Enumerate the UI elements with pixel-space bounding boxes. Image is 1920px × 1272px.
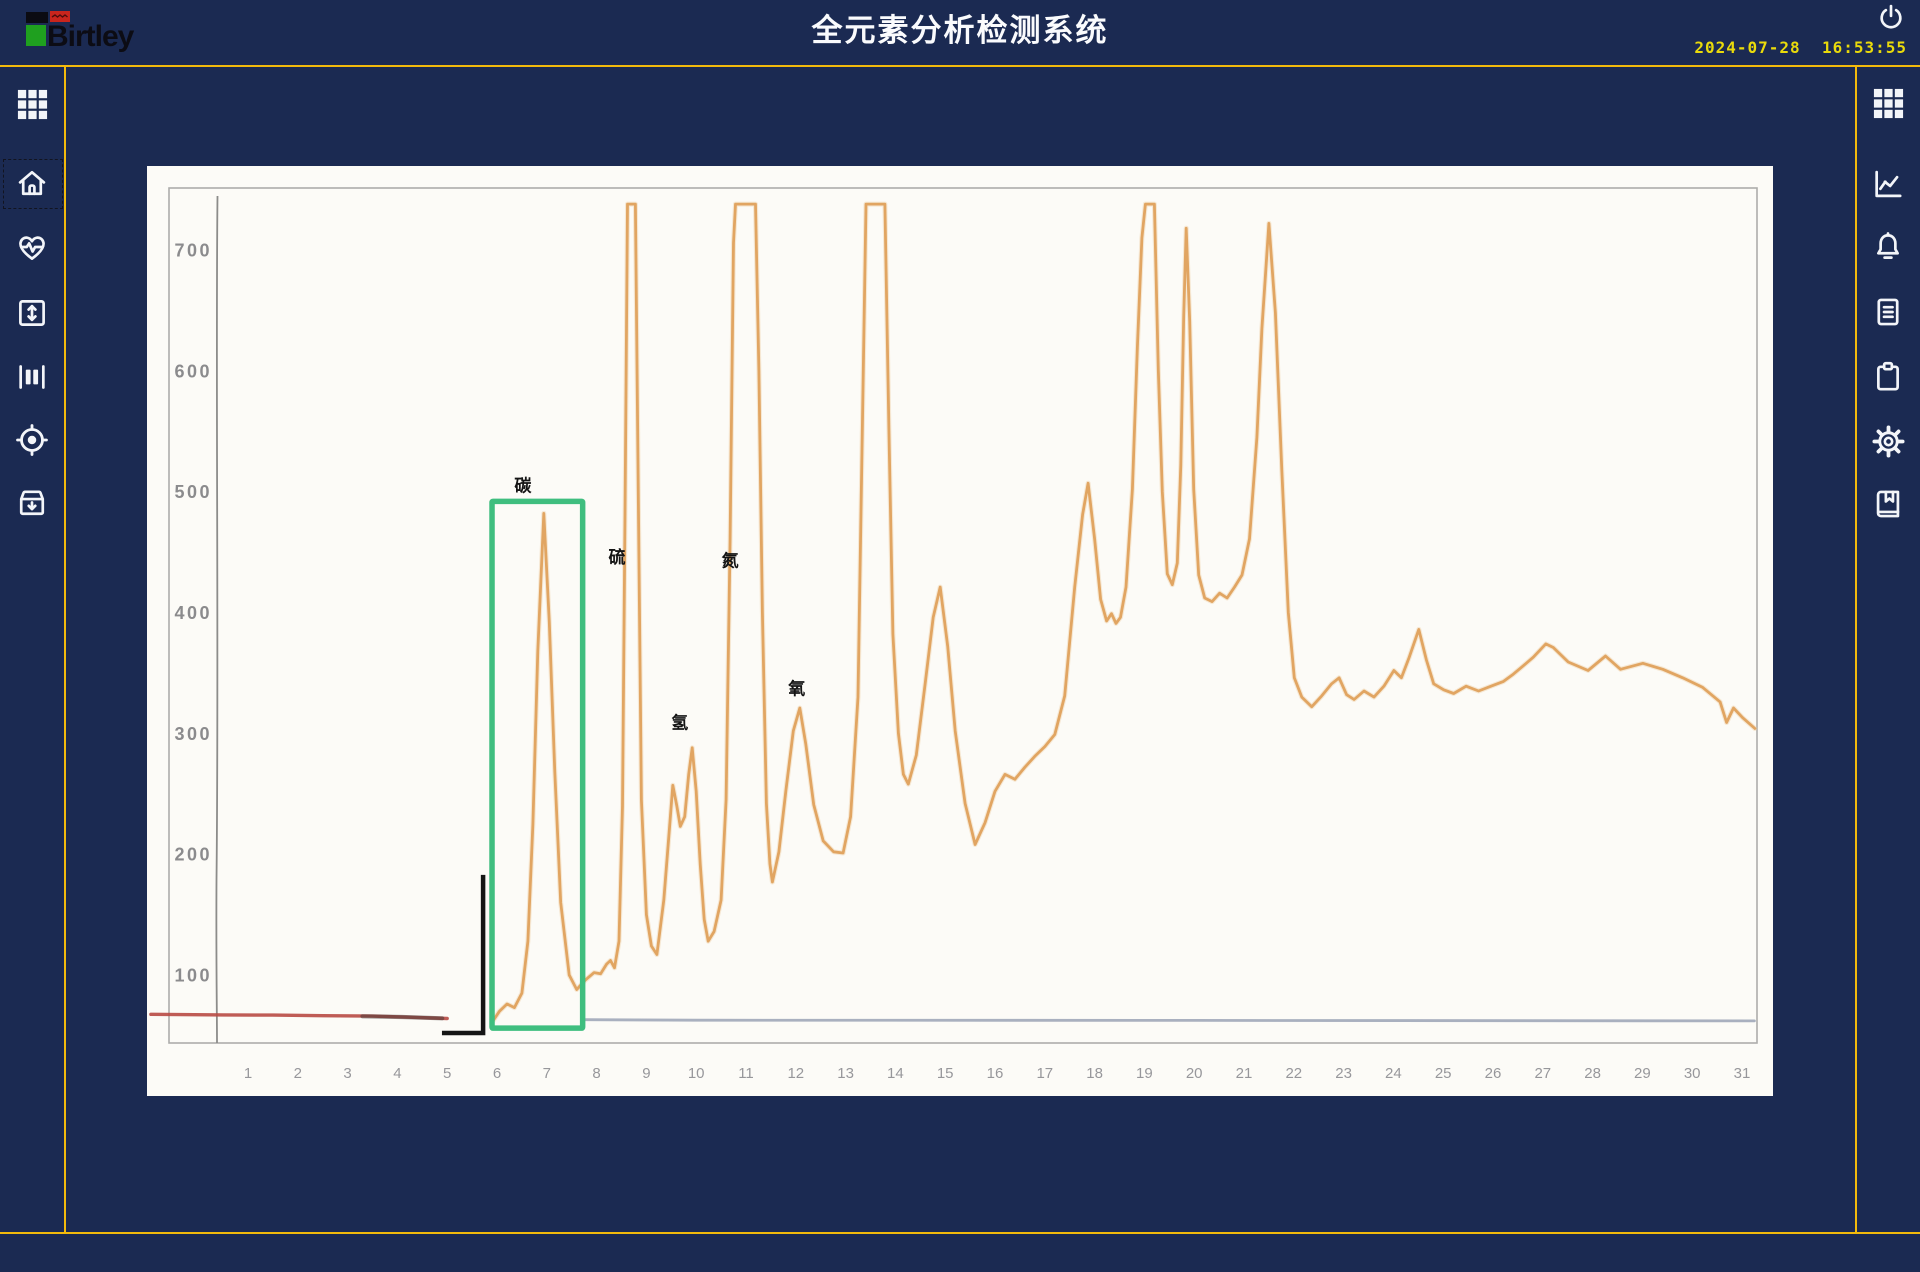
x-tick-label: 13 <box>837 1065 854 1082</box>
datetime-display: 2024-07-28 16:53:55 <box>1694 38 1907 57</box>
grid-icon <box>17 89 47 119</box>
line-chart-icon <box>1875 170 1902 198</box>
bracket-annotation <box>441 874 486 1036</box>
plot-frame <box>168 187 1758 1044</box>
x-tick-label: 14 <box>887 1065 904 1082</box>
brand-name: Birtley <box>47 20 135 53</box>
x-tick-label: 3 <box>343 1065 351 1082</box>
x-tick-label: 22 <box>1285 1065 1302 1082</box>
right-sidebar <box>1856 66 1920 1232</box>
sidebar-item-barcode[interactable] <box>8 353 56 401</box>
power-icon <box>1880 4 1902 29</box>
x-tick-label: 31 <box>1734 1065 1751 1082</box>
home-icon <box>18 170 46 196</box>
clipboard-icon <box>1877 361 1899 391</box>
x-tick-label: 1 <box>244 1065 252 1082</box>
x-tick-label: 16 <box>987 1065 1004 1082</box>
x-tick-label: 8 <box>592 1065 600 1082</box>
baseline-post-path <box>584 1018 1756 1023</box>
sidebar-item-monitor[interactable] <box>8 224 56 272</box>
sidebar-item-settings[interactable] <box>1864 417 1912 465</box>
book-icon <box>1876 490 1900 518</box>
signal-halo <box>490 201 1758 1024</box>
carbon-highlight-box <box>489 498 586 1031</box>
y-tick-label: 600 <box>174 361 212 381</box>
x-tick-label: 20 <box>1186 1065 1203 1082</box>
sidebar-item-calibration[interactable] <box>8 416 56 464</box>
heart-pulse-icon <box>19 236 45 260</box>
document-icon <box>1877 298 1899 326</box>
x-tick-label: 25 <box>1435 1065 1452 1082</box>
y-tick-label: 500 <box>174 482 212 502</box>
y-axis-line <box>215 195 219 1044</box>
x-tick-label: 15 <box>937 1065 954 1082</box>
y-tick-label: 200 <box>174 845 212 865</box>
sidebar-item-apps[interactable] <box>8 80 56 128</box>
page-title: 全元素分析检测系统 <box>811 13 1109 48</box>
left-sidebar <box>0 66 64 1232</box>
sidebar-item-archive[interactable] <box>8 479 56 527</box>
x-tick-label: 26 <box>1485 1065 1502 1082</box>
logo-black-block <box>26 12 48 23</box>
target-icon <box>16 424 48 456</box>
x-tick-label: 7 <box>543 1065 551 1082</box>
right-sidebar-divider <box>1855 67 1857 1233</box>
x-tick-label: 2 <box>294 1065 302 1082</box>
element-label: 硫 <box>609 547 626 568</box>
vertical-arrows-box-icon <box>19 300 45 326</box>
bell-icon <box>1877 232 1899 259</box>
element-label: 氧 <box>787 679 805 700</box>
x-tick-label: 28 <box>1584 1065 1601 1082</box>
sidebar-item-home[interactable] <box>8 159 56 207</box>
sidebar-item-trend[interactable] <box>1864 160 1912 208</box>
archive-box-icon <box>19 490 45 516</box>
x-tick-label: 23 <box>1335 1065 1352 1082</box>
topbar-divider <box>0 65 1920 67</box>
sidebar-item-tasks[interactable] <box>1864 353 1912 401</box>
logo-wave <box>51 14 68 18</box>
y-tick-label: 700 <box>174 241 212 261</box>
x-tick-label: 18 <box>1086 1065 1103 1082</box>
sidebar-item-range[interactable] <box>8 289 56 337</box>
x-tick-label: 6 <box>493 1065 501 1082</box>
logo-green-block <box>26 25 46 46</box>
x-tick-label: 5 <box>443 1065 451 1082</box>
bottom-divider <box>0 1232 1920 1234</box>
x-tick-label: 12 <box>787 1065 804 1082</box>
x-tick-label: 24 <box>1385 1065 1402 1082</box>
top-bar: Birtley 全元素分析检测系统 2024-07-28 16:53:55 <box>0 0 1920 65</box>
x-tick-label: 10 <box>688 1065 705 1082</box>
x-tick-label: 27 <box>1534 1065 1551 1082</box>
x-tick-label: 29 <box>1634 1065 1651 1082</box>
x-tick-label: 21 <box>1236 1065 1253 1082</box>
signal-path <box>491 202 1757 1023</box>
power-button[interactable] <box>1876 3 1906 33</box>
left-sidebar-divider <box>64 67 66 1233</box>
y-tick-label: 100 <box>174 966 212 986</box>
y-tick-label: 400 <box>174 603 212 623</box>
sidebar-item-alarms[interactable] <box>1864 224 1912 272</box>
logo-red-block <box>50 11 70 22</box>
brand-logo: Birtley <box>26 11 136 53</box>
x-tick-label: 9 <box>642 1065 650 1082</box>
x-tick-label: 4 <box>393 1065 401 1082</box>
baseline-smear-path <box>360 1014 445 1021</box>
element-label: 碳 <box>514 476 532 497</box>
x-tick-label: 17 <box>1036 1065 1053 1082</box>
sidebar-item-apps-right[interactable] <box>1864 79 1912 127</box>
sidebar-item-records[interactable] <box>1864 480 1912 528</box>
barcode-icon <box>19 365 45 389</box>
x-tick-label: 19 <box>1136 1065 1153 1082</box>
chromatogram-panel: 100 200 300 400 500 600 700 1 2 3 4 5 6 7 8 9 10 11 12 13 14… <box>147 166 1773 1096</box>
x-tick-label: 30 <box>1684 1065 1701 1082</box>
y-tick-label: 300 <box>174 724 212 744</box>
element-label: 氮 <box>722 551 739 572</box>
element-label: 氢 <box>671 712 688 733</box>
sidebar-item-report[interactable] <box>1864 288 1912 336</box>
x-tick-label: 11 <box>738 1065 754 1082</box>
gear-icon <box>1871 424 1905 458</box>
grid-icon <box>1873 88 1903 118</box>
